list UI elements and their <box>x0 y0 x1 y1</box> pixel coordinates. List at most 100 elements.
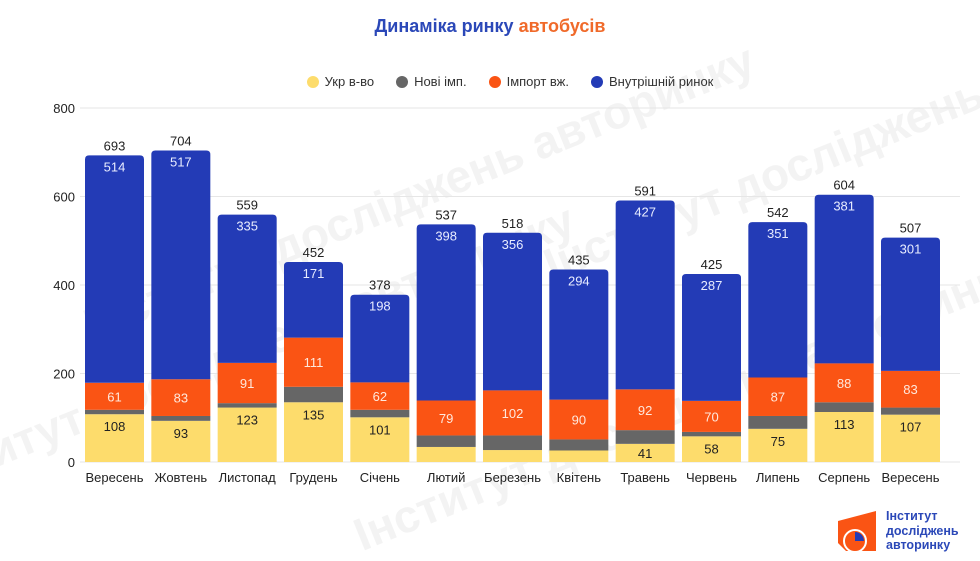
bar-segment-ukr <box>350 417 410 462</box>
x-tick-label: Жовтень <box>154 470 207 485</box>
data-label: 102 <box>502 406 524 421</box>
total-label: 378 <box>369 278 391 293</box>
bar-segment-domestic <box>682 273 741 401</box>
bar-segment-ukr <box>748 428 808 462</box>
data-label: 427 <box>634 204 656 219</box>
data-label: 83 <box>903 382 917 397</box>
data-label: 351 <box>767 226 789 241</box>
y-tick-label: 600 <box>53 190 75 205</box>
logo-line: авторинку <box>886 538 951 552</box>
bar-segment-import_used <box>284 337 343 387</box>
total-label: 452 <box>303 245 325 260</box>
data-label: 294 <box>568 274 590 289</box>
x-tick-label: Лютий <box>427 470 465 485</box>
x-tick-label: Квітень <box>557 470 602 485</box>
bar-segment-domestic <box>483 232 542 391</box>
bar-segment-ukr <box>682 436 741 462</box>
x-tick-label: Серпень <box>818 470 870 485</box>
bar-stack: 41 92 427 <box>615 200 675 462</box>
data-label: 514 <box>104 159 126 174</box>
data-label: 62 <box>373 389 387 404</box>
legend-item-new-imp[interactable]: Нові імп. <box>396 74 467 89</box>
data-label: 101 <box>369 422 391 437</box>
legend-item-domestic[interactable]: Внутрішній ринок <box>590 74 714 89</box>
x-tick-label: Грудень <box>289 470 337 485</box>
bar-stack: 93 83 517 <box>151 150 211 462</box>
data-label: 287 <box>701 278 723 293</box>
total-label: 537 <box>435 207 457 222</box>
bar-segment-domestic <box>416 224 476 401</box>
total-label: 425 <box>701 257 723 272</box>
bar-segment-import_used <box>549 399 609 440</box>
data-label: 381 <box>833 199 855 214</box>
bar-stack: 101 62 198 <box>350 294 410 462</box>
data-label: 398 <box>435 228 457 243</box>
bar-stack: 135 111 171 <box>284 261 343 462</box>
chart-title-main: Динаміка ринку <box>374 16 514 36</box>
bar-segment-new_imp <box>85 409 144 415</box>
data-label: 61 <box>107 389 121 404</box>
data-label: 356 <box>502 237 524 252</box>
bar-segment-import_used <box>881 370 940 408</box>
legend: Укр в-во Нові імп. Імпорт вж. Внутрішній… <box>0 74 980 89</box>
total-label: 591 <box>634 183 656 198</box>
legend-dot-ukr-icon <box>306 75 319 88</box>
bar-segment-import_used <box>416 400 476 436</box>
data-label: 70 <box>704 409 718 424</box>
legend-dot-new-imp-icon <box>396 75 409 88</box>
total-label: 704 <box>170 133 192 148</box>
legend-item-import-used[interactable]: Імпорт вж. <box>488 74 569 89</box>
bar-segment-import_used <box>85 382 144 410</box>
bar-segment-domestic <box>814 194 874 364</box>
x-tick-label: Листопад <box>219 470 277 485</box>
bar-segment-import_used <box>682 400 741 432</box>
logo-line: Інститут <box>886 509 938 523</box>
legend-label: Укр в-во <box>324 74 375 89</box>
data-label: 87 <box>771 390 785 405</box>
legend-label: Внутрішній ринок <box>608 74 714 89</box>
logo: Інститут досліджень авторинку <box>838 507 978 557</box>
bar-segment-ukr <box>814 411 874 462</box>
logo-line: досліджень <box>886 523 959 538</box>
bar-segment-domestic <box>615 200 675 390</box>
bar-segment-domestic <box>151 150 211 380</box>
data-label: 113 <box>834 417 855 432</box>
x-tick-label: Травень <box>620 470 670 485</box>
data-label: 93 <box>174 426 188 441</box>
total-label: 604 <box>833 178 855 193</box>
y-tick-label: 400 <box>53 278 75 293</box>
bar-stack: 123 91 335 <box>217 214 277 462</box>
bar-segment-new_imp <box>483 435 542 451</box>
bar-segment-domestic <box>217 214 277 363</box>
bar-segment-new_imp <box>151 415 211 421</box>
bar-segment-new_imp <box>814 402 874 412</box>
legend-item-ukr[interactable]: Укр в-во <box>306 74 375 89</box>
data-label: 75 <box>771 434 785 449</box>
data-label: 41 <box>638 446 652 461</box>
data-label: 108 <box>104 419 126 434</box>
bar-segment-import_used <box>814 363 874 403</box>
data-label: 92 <box>638 403 652 418</box>
bar-segment-import_used <box>748 377 808 416</box>
total-label: 507 <box>900 221 922 236</box>
chart-title-highlight: автобусів <box>518 16 606 36</box>
y-tick-label: 0 <box>68 455 75 470</box>
bar-segment-new_imp <box>748 415 808 429</box>
bar-segment-domestic <box>748 222 808 378</box>
data-label: 111 <box>304 355 324 370</box>
y-tick-label: 800 <box>53 101 75 116</box>
total-label: 693 <box>104 138 126 153</box>
total-label: 559 <box>236 198 258 213</box>
bar-stack: 102 356 <box>483 232 542 462</box>
bar-segment-new_imp <box>615 430 675 444</box>
bar-segment-new_imp <box>881 407 940 415</box>
data-label: 88 <box>837 376 851 391</box>
bar-segment-ukr <box>549 450 609 462</box>
bar-segment-ukr <box>217 407 277 462</box>
logo-mark-icon <box>838 511 876 553</box>
total-label: 542 <box>767 205 789 220</box>
x-tick-label: Липень <box>756 470 800 485</box>
data-label: 171 <box>303 266 325 281</box>
bar-segment-ukr <box>416 446 476 462</box>
